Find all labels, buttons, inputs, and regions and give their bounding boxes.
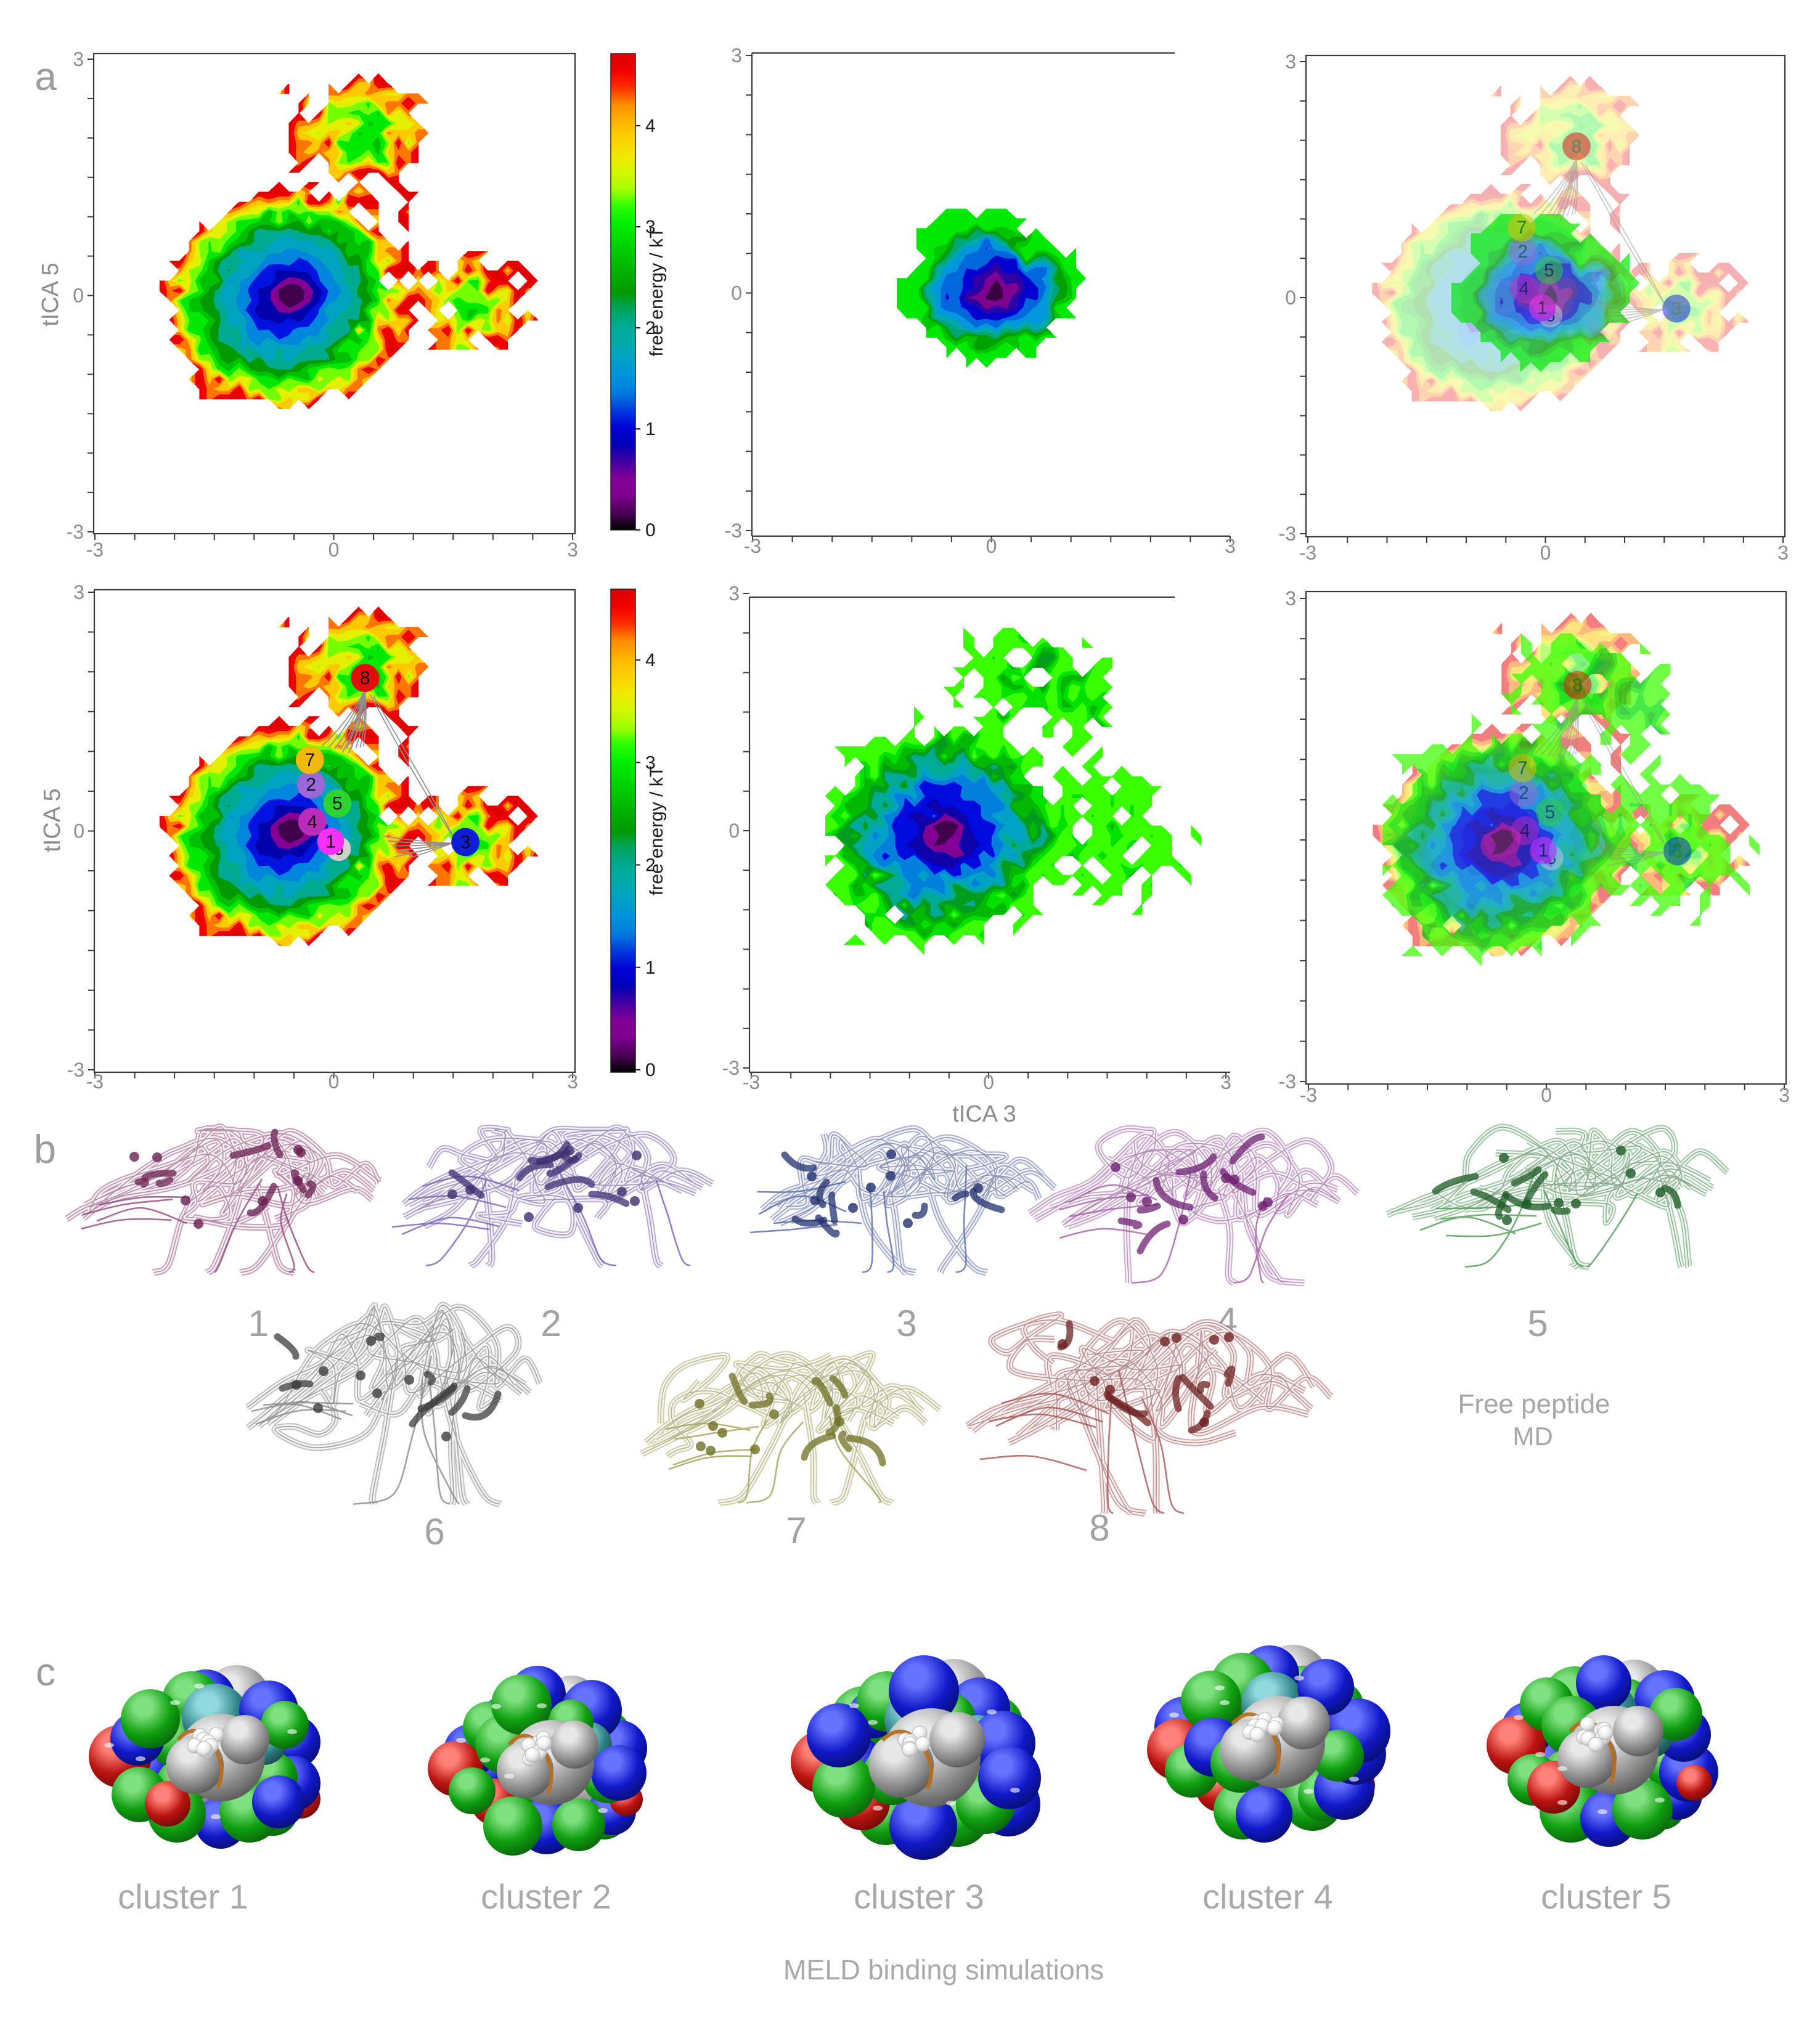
svg-text:0: 0 (1285, 287, 1296, 309)
svg-text:3: 3 (567, 1070, 578, 1093)
svg-text:b: b (34, 1127, 56, 1171)
svg-text:0: 0 (728, 820, 740, 842)
svg-text:0: 0 (731, 282, 742, 304)
svg-text:0: 0 (645, 520, 656, 540)
svg-text:-3: -3 (86, 539, 104, 561)
svg-text:0: 0 (645, 1060, 656, 1080)
svg-text:3: 3 (1779, 1084, 1790, 1106)
svg-text:MD: MD (1512, 1422, 1553, 1451)
svg-text:2: 2 (645, 318, 656, 338)
svg-text:c: c (36, 1650, 55, 1694)
svg-text:8: 8 (1089, 1507, 1109, 1549)
svg-text:3: 3 (1285, 51, 1296, 73)
svg-text:-3: -3 (725, 519, 742, 542)
svg-text:0: 0 (328, 1070, 340, 1093)
svg-text:cluster 2: cluster 2 (481, 1877, 611, 1916)
svg-text:1: 1 (645, 958, 656, 978)
svg-text:5: 5 (1527, 1303, 1548, 1344)
svg-text:free energy / kT: free energy / kT (647, 766, 667, 895)
svg-text:-3: -3 (67, 1059, 84, 1081)
svg-text:-3: -3 (1279, 1070, 1296, 1093)
svg-text:3: 3 (731, 44, 742, 67)
svg-text:MELD binding simulations: MELD binding simulations (783, 1954, 1104, 1986)
svg-text:3: 3 (567, 539, 578, 561)
svg-text:1: 1 (248, 1303, 268, 1344)
svg-text:-3: -3 (744, 535, 761, 557)
svg-text:cluster 3: cluster 3 (854, 1877, 984, 1916)
svg-text:cluster 1: cluster 1 (118, 1877, 248, 1916)
svg-text:4: 4 (645, 116, 656, 136)
svg-text:7: 7 (786, 1510, 806, 1551)
svg-text:-3: -3 (1300, 1084, 1317, 1106)
svg-text:cluster 5: cluster 5 (1541, 1877, 1671, 1916)
svg-text:a: a (35, 54, 57, 99)
svg-text:2: 2 (541, 1303, 561, 1344)
svg-text:0: 0 (1540, 542, 1551, 564)
svg-text:-3: -3 (67, 521, 84, 543)
svg-text:3: 3 (73, 48, 84, 70)
svg-text:0: 0 (328, 539, 340, 561)
svg-text:3: 3 (896, 1303, 916, 1344)
svg-text:-3: -3 (1279, 523, 1296, 545)
svg-text:0: 0 (983, 1071, 994, 1093)
svg-text:3: 3 (645, 217, 656, 237)
svg-text:Free peptide: Free peptide (1458, 1389, 1610, 1419)
svg-text:1: 1 (645, 419, 656, 439)
svg-text:2: 2 (645, 855, 656, 876)
svg-text:3: 3 (73, 581, 84, 603)
svg-text:-3: -3 (743, 1071, 760, 1093)
svg-text:-3: -3 (86, 1070, 104, 1093)
svg-text:3: 3 (728, 582, 740, 605)
svg-text:tICA 5: tICA 5 (39, 788, 65, 852)
svg-text:3: 3 (1285, 587, 1296, 609)
svg-text:0: 0 (1541, 1084, 1552, 1106)
svg-text:free energy / kT: free energy / kT (647, 227, 667, 356)
svg-text:3: 3 (1225, 535, 1236, 557)
svg-text:-3: -3 (1299, 542, 1316, 564)
svg-text:4: 4 (645, 650, 656, 670)
svg-text:6: 6 (424, 1511, 444, 1552)
svg-text:0: 0 (986, 535, 997, 557)
svg-text:cluster 4: cluster 4 (1202, 1877, 1333, 1916)
svg-text:tICA 5: tICA 5 (38, 263, 63, 327)
svg-text:3: 3 (645, 752, 656, 773)
svg-text:0: 0 (73, 820, 84, 842)
svg-text:0: 0 (73, 285, 84, 307)
svg-text:3: 3 (1777, 542, 1789, 564)
svg-text:-3: -3 (722, 1057, 740, 1079)
svg-text:3: 3 (1220, 1071, 1231, 1093)
svg-text:tICA 3: tICA 3 (952, 1101, 1016, 1127)
